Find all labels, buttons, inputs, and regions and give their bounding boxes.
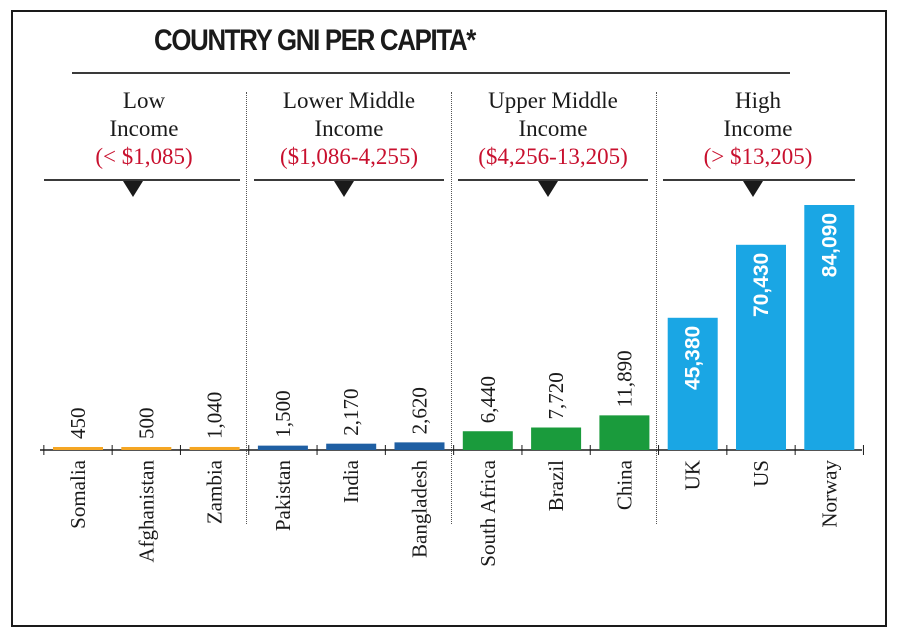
group-rule-high [663, 179, 855, 181]
group-label-high: High Income (> $13,205) [663, 87, 853, 171]
category-label: Bangladesh [408, 460, 432, 558]
group-range: ($1,086-4,255) [280, 144, 418, 169]
group-rule-low [44, 179, 240, 181]
group-arrow-upper-middle [538, 181, 558, 197]
value-label: 45,380 [682, 326, 705, 390]
bar-brazil [531, 427, 582, 450]
group-name-line1: Upper Middle [488, 88, 618, 113]
value-label: 2,620 [408, 387, 432, 434]
bar-south-africa [462, 431, 513, 450]
bar-zambia [189, 446, 240, 450]
bar-somalia [53, 447, 103, 450]
bar-afghanistan [121, 447, 172, 450]
group-range: ($4,256-13,205) [478, 144, 628, 169]
value-label: 500 [134, 408, 158, 440]
bar-norway [804, 205, 855, 450]
group-range: (> $13,205) [703, 144, 813, 169]
group-label-upper-middle: Upper Middle Income ($4,256-13,205) [458, 87, 648, 171]
group-divider [246, 92, 247, 524]
value-label: 450 [66, 408, 90, 440]
group-name-line1: Lower Middle [282, 88, 416, 113]
category-label: China [612, 459, 636, 510]
value-label: 6,440 [476, 376, 500, 423]
category-label: Zambia [203, 459, 227, 524]
category-label: US [749, 460, 773, 487]
group-range: (< $1,085) [95, 144, 193, 169]
group-name-line2: Income [723, 116, 793, 141]
bar-china [599, 415, 650, 450]
category-label: Afghanistan [134, 460, 158, 563]
group-name-line2: Income [314, 116, 384, 141]
title-rule [72, 72, 790, 74]
group-arrow-high [743, 181, 763, 197]
group-name-line2: Income [109, 116, 179, 141]
category-label: UK [681, 460, 705, 490]
group-label-lower-middle: Lower Middle Income ($1,086-4,255) [254, 87, 444, 171]
value-label: 1,500 [271, 390, 295, 437]
group-arrow-lower-middle [334, 181, 354, 197]
category-label: South Africa [476, 459, 500, 566]
group-rule-lower-middle [254, 179, 444, 181]
value-label: 70,430 [750, 253, 773, 317]
category-label: India [339, 459, 363, 503]
value-label: 7,720 [544, 372, 568, 419]
value-label: 84,090 [818, 213, 841, 277]
group-name-line1: Low [122, 88, 166, 113]
group-rule-upper-middle [458, 179, 648, 181]
group-divider [451, 92, 452, 524]
category-label: Somalia [66, 459, 90, 529]
bar-us [736, 244, 786, 450]
group-label-low: Low Income (< $1,085) [49, 87, 239, 171]
bar-pakistan [257, 445, 308, 450]
value-label: 1,040 [203, 392, 227, 439]
chart-title: COUNTRY GNI PER CAPITA* [154, 24, 476, 57]
value-label: 11,890 [612, 350, 636, 407]
group-name-line1: High [735, 88, 781, 113]
group-name-line2: Income [518, 116, 588, 141]
bar-bangladesh [394, 442, 445, 450]
bar-india [326, 443, 377, 450]
category-label: Brazil [544, 460, 568, 511]
group-arrow-low [123, 181, 143, 197]
group-divider [656, 92, 657, 524]
category-label: Norway [817, 460, 841, 528]
value-label: 2,170 [339, 388, 363, 435]
bar-uk [667, 317, 718, 450]
category-label: Pakistan [271, 460, 295, 532]
